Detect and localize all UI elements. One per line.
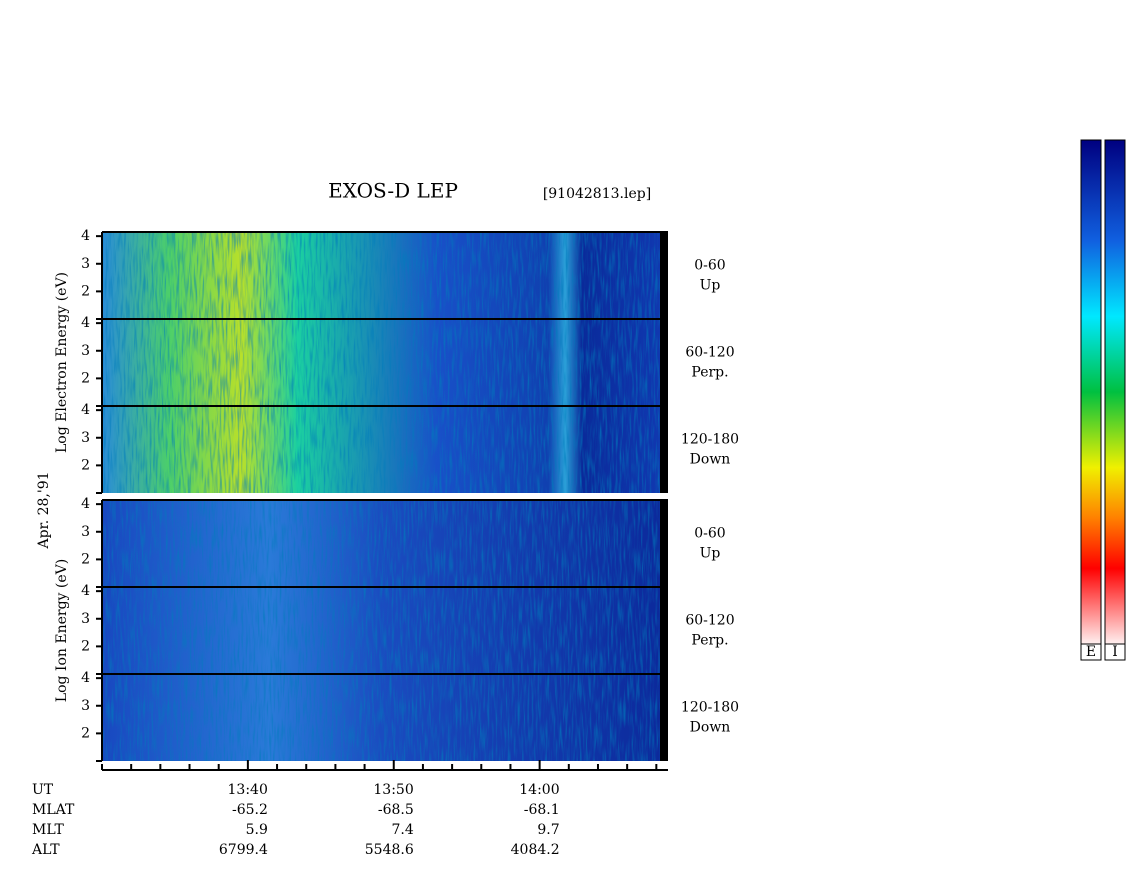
y-tick-label: 4 bbox=[81, 583, 90, 599]
row-value: 7.4 bbox=[391, 822, 413, 838]
y-tick-label: 2 bbox=[81, 283, 90, 299]
y-tick-label: 4 bbox=[81, 670, 90, 686]
row-name: UT bbox=[32, 782, 54, 798]
panel-edge bbox=[660, 587, 668, 674]
colorbar-label-box bbox=[1080, 643, 1102, 661]
x-tick-label: 13:40 bbox=[228, 782, 268, 798]
y-tick-label: 3 bbox=[81, 343, 90, 359]
spectrogram-noise bbox=[102, 587, 660, 674]
row-name: ALT bbox=[31, 842, 60, 858]
y-tick-label: 3 bbox=[81, 524, 90, 540]
panel-edge bbox=[660, 674, 668, 761]
direction-label: Down bbox=[690, 720, 731, 736]
y-tick-label: 2 bbox=[81, 551, 90, 567]
row-value: 6799.4 bbox=[219, 842, 268, 858]
y-tick-label: 3 bbox=[81, 698, 90, 714]
row-value: -68.5 bbox=[378, 802, 414, 818]
spectrogram-noise bbox=[102, 500, 660, 587]
row-value: 5.9 bbox=[246, 822, 268, 838]
panel-edge bbox=[660, 406, 668, 493]
y-tick-label: 4 bbox=[81, 315, 90, 331]
y-tick-label: 4 bbox=[81, 496, 90, 512]
x-tick-label: 14:00 bbox=[519, 782, 559, 798]
pitch-label: 120-180 bbox=[681, 700, 739, 716]
pitch-label: 0-60 bbox=[694, 526, 725, 542]
direction-label: Up bbox=[700, 546, 721, 562]
pitch-label: 120-180 bbox=[681, 432, 739, 448]
row-value: 5548.6 bbox=[365, 842, 414, 858]
spectrogram-noise bbox=[102, 319, 660, 406]
direction-label: Perp. bbox=[691, 365, 728, 381]
y-tick-label: 2 bbox=[81, 638, 90, 654]
chart-title: EXOS-D LEP bbox=[328, 179, 458, 203]
row-value: 4084.2 bbox=[511, 842, 560, 858]
y-tick-label: 3 bbox=[81, 430, 90, 446]
direction-label: Down bbox=[690, 452, 731, 468]
y-tick-label: 2 bbox=[81, 725, 90, 741]
y-tick-label: 2 bbox=[81, 370, 90, 386]
colorbar-label-box bbox=[1104, 643, 1126, 661]
row-name: MLAT bbox=[32, 802, 75, 818]
y-tick-label: 4 bbox=[81, 402, 90, 418]
pitch-label: 60-120 bbox=[685, 345, 734, 361]
y-tick-label: 2 bbox=[81, 457, 90, 473]
spectrogram-noise bbox=[102, 406, 660, 493]
date-label: Apr. 28,'91 bbox=[36, 471, 52, 549]
y-tick-label: 3 bbox=[81, 611, 90, 627]
direction-label: Up bbox=[700, 278, 721, 294]
row-value: 9.7 bbox=[537, 822, 559, 838]
x-tick-label: 13:50 bbox=[373, 782, 413, 798]
row-value: -65.2 bbox=[232, 802, 268, 818]
colorbar bbox=[1080, 139, 1102, 645]
row-name: MLT bbox=[32, 822, 64, 838]
pitch-label: 60-120 bbox=[685, 613, 734, 629]
y-tick-label: 3 bbox=[81, 256, 90, 272]
panel-edge bbox=[660, 319, 668, 406]
colorbar bbox=[1104, 139, 1126, 645]
spectrogram-noise bbox=[102, 674, 660, 761]
spectrogram-noise bbox=[102, 232, 660, 319]
panel-edge bbox=[660, 500, 668, 587]
colorbar-label: I bbox=[1112, 644, 1118, 660]
pitch-label: 0-60 bbox=[694, 258, 725, 274]
direction-label: Perp. bbox=[691, 633, 728, 649]
file-name: [91042813.lep] bbox=[543, 186, 651, 202]
row-value: -68.1 bbox=[524, 802, 560, 818]
y-tick-label: 4 bbox=[81, 228, 90, 244]
y-axis-label: Log Ion Energy (eV) bbox=[54, 559, 70, 702]
colorbar-label: E bbox=[1086, 644, 1096, 660]
y-axis-label: Log Electron Energy (eV) bbox=[54, 272, 70, 453]
panel-edge bbox=[660, 232, 668, 319]
